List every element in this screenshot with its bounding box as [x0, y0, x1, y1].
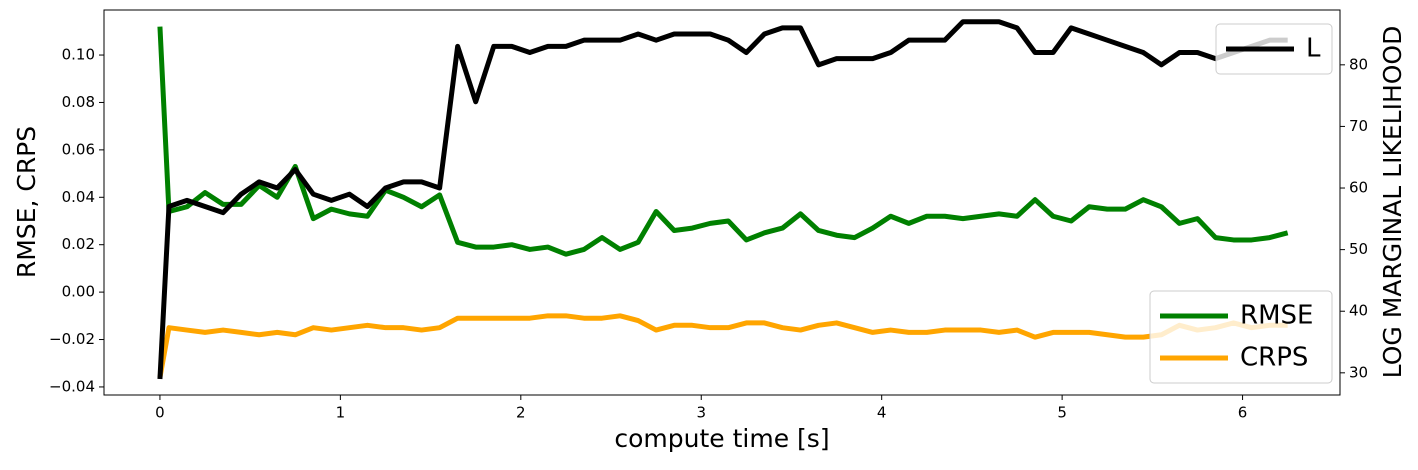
legend-label: CRPS	[1240, 343, 1308, 373]
plot-frame	[103, 9, 1341, 396]
y2-axis-label: LOG MARGINAL LIKELIHOOD	[1378, 26, 1407, 379]
y-tick-label: 0.08	[62, 93, 95, 111]
series-line	[157, 19, 1288, 380]
x-tick-label: 1	[336, 404, 346, 422]
y2-tick-label: 50	[1349, 240, 1368, 258]
y-tick-label: −0.04	[49, 377, 95, 395]
x-axis-label: compute time [s]	[614, 424, 829, 453]
x-tick-label: 0	[155, 404, 165, 422]
x-tick-label: 6	[1238, 404, 1248, 422]
series-line	[157, 313, 1288, 378]
y2-tick-label: 70	[1349, 117, 1368, 135]
y-tick-label: 0.10	[62, 46, 95, 64]
y-tick-label: −0.02	[49, 330, 95, 348]
x-tick-label: 2	[516, 404, 526, 422]
y-axis-label: RMSE, CRPS	[12, 126, 41, 278]
y2-tick-label: 60	[1349, 179, 1368, 197]
legend-label: L	[1306, 34, 1321, 64]
y-tick-label: 0.04	[62, 188, 95, 206]
y-tick-label: 0.06	[62, 140, 95, 158]
y2-tick-label: 30	[1349, 363, 1368, 381]
x-tick-label: 5	[1057, 404, 1067, 422]
legend-label: RMSE	[1240, 301, 1313, 331]
y2-tick-label: 40	[1349, 302, 1368, 320]
y-tick-label: 0.02	[62, 235, 95, 253]
x-tick-label: 4	[877, 404, 887, 422]
y-tick-label: 0.00	[62, 283, 95, 301]
y2-tick-label: 80	[1349, 55, 1368, 73]
x-tick-label: 3	[696, 404, 706, 422]
series-line	[157, 26, 1289, 257]
